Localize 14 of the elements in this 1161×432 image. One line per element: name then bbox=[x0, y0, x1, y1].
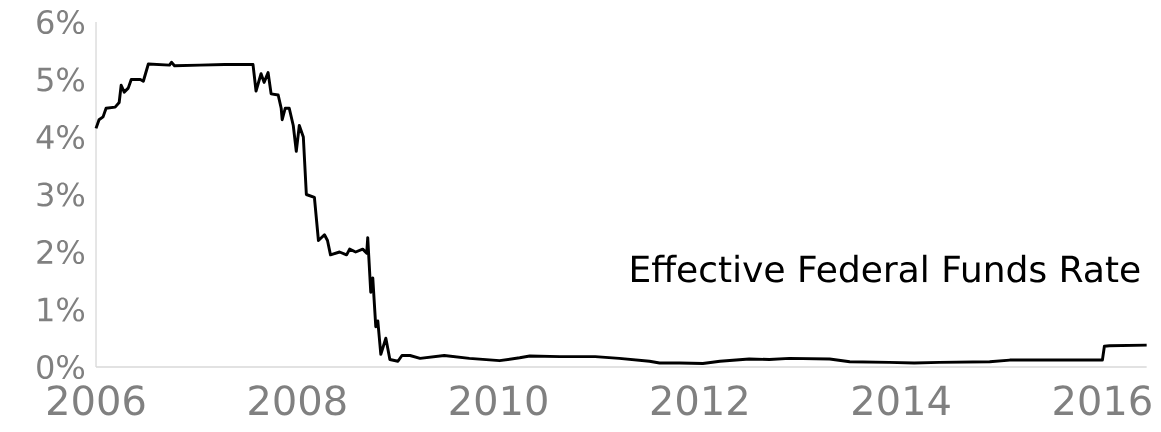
y-tick-label: 5% bbox=[37, 67, 85, 92]
y-tick-label: 0% bbox=[37, 354, 85, 380]
series-label: Effective Federal Funds Rate bbox=[632, 254, 1140, 283]
y-tick-label: 1% bbox=[38, 297, 85, 322]
x-tick-label: 2010 bbox=[450, 385, 547, 416]
x-tick-label: 2008 bbox=[249, 385, 346, 416]
y-tick-label: 6% bbox=[37, 9, 85, 35]
x-tick-label: 2012 bbox=[651, 385, 747, 416]
y-tick-label: 2% bbox=[37, 239, 85, 265]
x-tick-label: 2014 bbox=[853, 385, 950, 416]
x-tick-label: 2006 bbox=[48, 385, 145, 416]
x-tick-label: 2016 bbox=[1054, 385, 1151, 416]
y-tick-label: 3% bbox=[37, 182, 85, 207]
y-tick-label: 4% bbox=[36, 124, 85, 150]
